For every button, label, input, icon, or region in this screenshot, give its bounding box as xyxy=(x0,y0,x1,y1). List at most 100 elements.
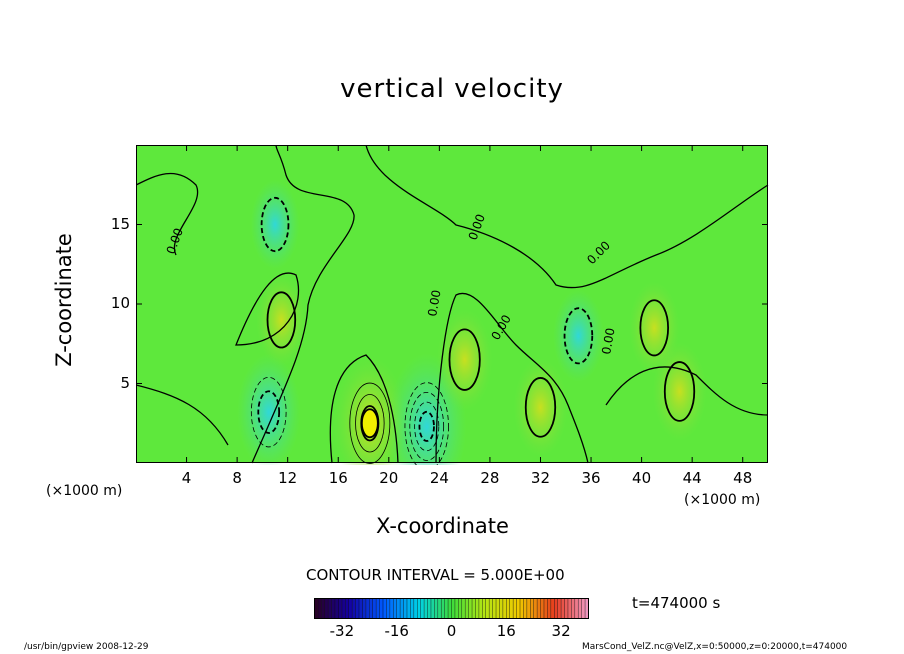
colorbar-cell xyxy=(533,598,538,619)
colorbar-cell xyxy=(578,598,582,619)
colorbar-tick-label: -16 xyxy=(384,622,409,640)
y-tick-label: 10 xyxy=(110,294,130,312)
colorbar-cell xyxy=(441,598,445,619)
colorbar-cell xyxy=(509,598,514,619)
zero-contour xyxy=(435,292,589,464)
colorbar-cell xyxy=(410,598,414,619)
colorbar-cell xyxy=(472,598,476,619)
colorbar-cell xyxy=(523,598,527,619)
feature-contour-2-1 xyxy=(349,382,391,464)
colorbar-cell xyxy=(478,598,483,619)
colorbar-cells xyxy=(314,598,589,619)
colorbar-cell xyxy=(396,598,401,619)
x-tick-label: 28 xyxy=(480,469,500,487)
zero-contour xyxy=(235,272,300,346)
colorbar-tick-label: 32 xyxy=(551,622,571,640)
colorbar-cell xyxy=(352,598,356,619)
colorbar-cell xyxy=(362,598,366,619)
colorbar-cell xyxy=(537,598,541,619)
colorbar-cell xyxy=(376,598,380,619)
colorbar-cell xyxy=(417,598,421,619)
y-tick-label: 15 xyxy=(110,214,130,233)
feature-contour-9-1 xyxy=(260,196,290,253)
y-axis-label: Z-coordinate xyxy=(52,233,76,367)
colorbar-cell xyxy=(335,598,339,619)
x-unit-left: (×1000 m) xyxy=(46,483,123,499)
colorbar-cell xyxy=(581,598,586,619)
colorbar-cell xyxy=(400,598,404,619)
colorbar-cell xyxy=(554,598,558,619)
colorbar-cell xyxy=(571,598,575,619)
feature-contour-7-1 xyxy=(639,299,670,357)
colorbar-cell xyxy=(403,598,407,619)
zero-contour-label: 0.00 xyxy=(599,327,617,356)
colorbar-cell xyxy=(383,598,387,619)
x-ticks xyxy=(186,145,744,463)
x-unit-right: (×1000 m) xyxy=(684,492,761,508)
colorbar-cell xyxy=(430,598,435,619)
x-tick-label: 36 xyxy=(581,469,601,487)
colorbar-cell xyxy=(451,598,455,619)
colorbar-cell xyxy=(506,598,510,619)
colorbar-cell xyxy=(461,598,466,619)
colorbar-cell xyxy=(454,598,459,619)
colorbar-cell xyxy=(502,598,507,619)
colorbar-cell xyxy=(393,598,397,619)
colorbar-cell xyxy=(585,598,589,619)
colorbar-cell xyxy=(550,598,555,619)
zero-contour xyxy=(136,145,769,289)
colorbar-cell xyxy=(338,598,342,619)
zero-contour-label: 0.00 xyxy=(425,289,443,318)
colorbar-frame xyxy=(314,598,589,619)
x-tick-label: 24 xyxy=(429,469,449,487)
colorbar-cell xyxy=(324,598,329,619)
colorbar-cell xyxy=(489,598,493,619)
plot-area: 0.00 0.00 0.00 0.00 0.00 0.00 xyxy=(136,145,769,465)
colorbar-cell xyxy=(437,598,442,619)
feature-contour-1-2 xyxy=(409,391,445,461)
contour-interval: CONTOUR INTERVAL = 5.000E+00 xyxy=(306,566,565,584)
feature-contour-6-1 xyxy=(266,291,297,349)
colorbar-tick-label: 0 xyxy=(446,622,457,640)
colorbar-cell xyxy=(496,598,500,619)
colorbar-cell xyxy=(448,598,452,619)
x-axis-label: X-coordinate xyxy=(376,514,509,538)
colorbar-cell xyxy=(341,598,346,619)
colorbar-cell xyxy=(530,598,534,619)
field-blob-0 xyxy=(237,354,301,465)
zero-contour xyxy=(605,366,769,416)
colorbar-cell xyxy=(314,598,318,619)
colorbar-cell xyxy=(557,598,562,619)
colorbar-cell xyxy=(516,598,520,619)
colorbar-cell xyxy=(328,598,332,619)
colorbar-cell xyxy=(485,598,490,619)
colorbar-cell xyxy=(345,598,349,619)
colorbar-cell xyxy=(365,598,370,619)
chart-title: vertical velocity xyxy=(340,74,564,104)
colorbar-cell xyxy=(543,598,548,619)
colorbar-cell xyxy=(482,598,486,619)
colorbar-cell xyxy=(331,598,336,619)
feature-contour-1-4 xyxy=(418,410,435,442)
field-blob-4 xyxy=(513,358,568,457)
x-tick-label: 8 xyxy=(232,469,242,487)
field-blobs xyxy=(237,180,707,465)
colorbar-cell xyxy=(413,598,418,619)
feature-contour-0-1 xyxy=(250,376,287,448)
colorbar-cell xyxy=(355,598,360,619)
y-ticks xyxy=(136,224,768,384)
colorbar-cell xyxy=(492,598,497,619)
colorbar-cell xyxy=(520,598,524,619)
feature-contour-4-1 xyxy=(524,377,557,438)
colorbar-cell xyxy=(348,598,353,619)
footer-left: /usr/bin/gpview 2008-12-29 xyxy=(24,642,149,652)
colorbar-cell xyxy=(561,598,565,619)
colorbar-cell xyxy=(547,598,551,619)
field-blob-6 xyxy=(256,273,307,366)
colorbar-cell xyxy=(567,598,572,619)
colorbar-cell xyxy=(499,598,503,619)
x-tick-label: 16 xyxy=(328,469,348,487)
x-tick-label: 4 xyxy=(181,469,192,487)
colorbar-cell xyxy=(386,598,390,619)
x-tick-label: 20 xyxy=(379,469,399,487)
